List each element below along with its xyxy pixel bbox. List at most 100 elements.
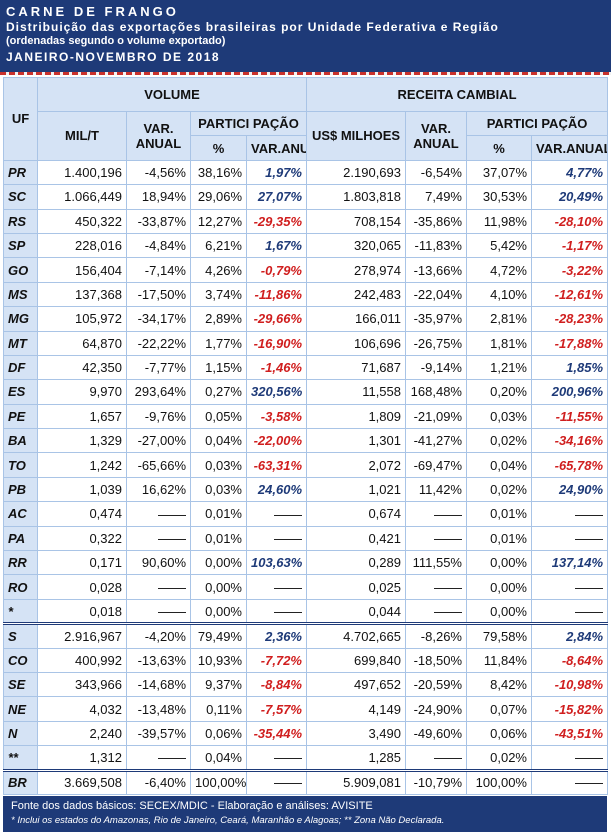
volume-pct-cell: 3,74% [190,281,247,308]
table-row: PE 1,657 -9,76% 0,05% -3,58% 1,809 -21,09% 0,03… [3,403,609,430]
table-row: S 2.916,967 -4,20% 79,49% 2,36% 4.702,665 -8,2… [3,622,609,649]
header-divider [0,72,611,75]
table-row: PR 1.400,196 -4,56% 38,16% 1,97% 2.190,693 -6,… [3,159,609,186]
receita-pct-cell: 0,06% [466,720,532,747]
volume-pct-cell: 0,04% [190,428,247,454]
receita-part-var-cell [530,501,609,527]
receita-part-var-cell: -17,88% [530,330,609,356]
receita-pct-cell: 0,04% [466,452,532,478]
col-header-receita: RECEITA CAMBIAL [305,77,609,112]
receita-var-cell [405,745,467,771]
volume-pct-cell: 12,27% [190,208,247,234]
receita-var-cell: -24,90% [405,696,467,722]
volume-part-var-cell [246,598,307,625]
table-row: MS 137,368 -17,50% 3,74% -11,86% 242,483 -22,0… [3,281,609,308]
col-header-us-milhoes: US$ MILHOES [306,111,406,161]
volume-cell: 64,870 [37,330,127,356]
volume-var-cell [126,501,191,527]
volume-var-cell: -65,66% [126,452,191,478]
receita-part-var-cell: -15,82% [530,696,609,722]
receita-pct-cell: 30,53% [466,184,532,210]
table-row: * 0,018 0,00% 0,044 0,00% [3,598,609,625]
receita-part-var-cell [530,768,609,795]
volume-pct-cell: 0,05% [190,403,247,430]
uf-cell: PE [3,403,38,430]
volume-var-cell [126,525,191,552]
volume-cell: 0,322 [37,525,127,552]
table-row: SP 228,016 -4,84% 6,21% 1,67% 320,065 -11,83% 5… [3,232,609,259]
volume-part-var-cell: 1,67% [246,232,307,259]
empty-dash [434,611,462,613]
receita-pct-cell: 0,20% [466,379,532,405]
volume-var-cell: 18,94% [126,184,191,210]
volume-cell: 1.400,196 [37,159,127,186]
report-subtitle: Distribuição das exportações brasileiras… [6,20,499,34]
volume-var-cell: -7,14% [126,257,191,283]
empty-dash [575,514,604,516]
receita-pct-cell: 4,72% [466,257,532,283]
volume-var-cell: 16,62% [126,476,191,503]
receita-cell: 242,483 [306,281,406,308]
volume-pct-cell: 10,93% [190,647,247,673]
volume-var-cell: -14,68% [126,671,191,698]
volume-pct-cell: 0,00% [190,598,247,625]
uf-cell: RO [3,574,38,600]
col-header-vol-pvar: VAR.ANUAL [246,135,307,161]
table-row: ES 9,970 293,64% 0,27% 320,56% 11,558 168,48% 0… [3,379,609,405]
uf-cell: GO [3,257,38,283]
uf-cell: N [3,720,38,747]
uf-cell: DF [3,354,38,381]
empty-dash [274,783,302,785]
receita-pct-cell: 0,02% [466,476,532,503]
receita-cell: 11,558 [306,379,406,405]
col-header-vol-var: VAR. ANUAL [126,111,191,161]
receita-pct-cell: 1,21% [466,354,532,381]
receita-var-cell: -6,54% [405,159,467,186]
volume-cell: 228,016 [37,232,127,259]
receita-cell: 278,974 [306,257,406,283]
receita-cell: 4,149 [306,696,406,722]
volume-var-cell: -13,48% [126,696,191,722]
volume-part-var-cell: -0,79% [246,257,307,283]
volume-pct-cell: 1,77% [190,330,247,356]
empty-dash [434,514,462,516]
receita-pct-cell: 0,00% [466,550,532,576]
table-row: DF 42,350 -7,77% 1,15% -1,46% 71,687 -9,14% 1,2… [3,354,609,381]
volume-var-cell: -4,56% [126,159,191,186]
col-header-mil-t: MIL/T [37,111,127,161]
volume-pct-cell: 0,01% [190,501,247,527]
volume-part-var-cell: 27,07% [246,184,307,210]
volume-var-cell: -6,40% [126,768,191,795]
receita-pct-cell: 4,10% [466,281,532,308]
receita-pct-cell: 0,00% [466,598,532,625]
volume-pct-cell: 0,06% [190,720,247,747]
receita-part-var-cell: -8,64% [530,647,609,673]
uf-cell: PB [3,476,38,503]
empty-dash [575,587,604,589]
receita-cell: 1,301 [306,428,406,454]
table-row: PB 1,039 16,62% 0,03% 24,60% 1,021 11,42% 0,02%… [3,476,609,503]
receita-cell: 0,289 [306,550,406,576]
volume-cell: 9,970 [37,379,127,405]
report-title: CARNE DE FRANGO [6,4,179,19]
volume-part-var-cell: -3,58% [246,403,307,430]
uf-cell: SC [3,184,38,210]
volume-var-cell: -33,87% [126,208,191,234]
uf-cell: S [3,622,38,649]
volume-part-var-cell: -1,46% [246,354,307,381]
volume-pct-cell: 38,16% [190,159,247,186]
receita-var-cell [405,501,467,527]
table-row: NE 4,032 -13,48% 0,11% -7,57% 4,149 -24,90% 0,0… [3,696,609,722]
receita-var-cell: -35,86% [405,208,467,234]
volume-cell: 400,992 [37,647,127,673]
receita-part-var-cell: -65,78% [530,452,609,478]
col-header-vol-pct: % [190,135,247,161]
table-row: N 2,240 -39,57% 0,06% -35,44% 3,490 -49,60% 0,0… [3,720,609,747]
receita-pct-cell: 0,02% [466,428,532,454]
volume-part-var-cell [246,574,307,600]
volume-cell: 137,368 [37,281,127,308]
receita-part-var-cell: 4,77% [530,159,609,186]
volume-part-var-cell: 1,97% [246,159,307,186]
col-header-volume: VOLUME [37,77,307,112]
